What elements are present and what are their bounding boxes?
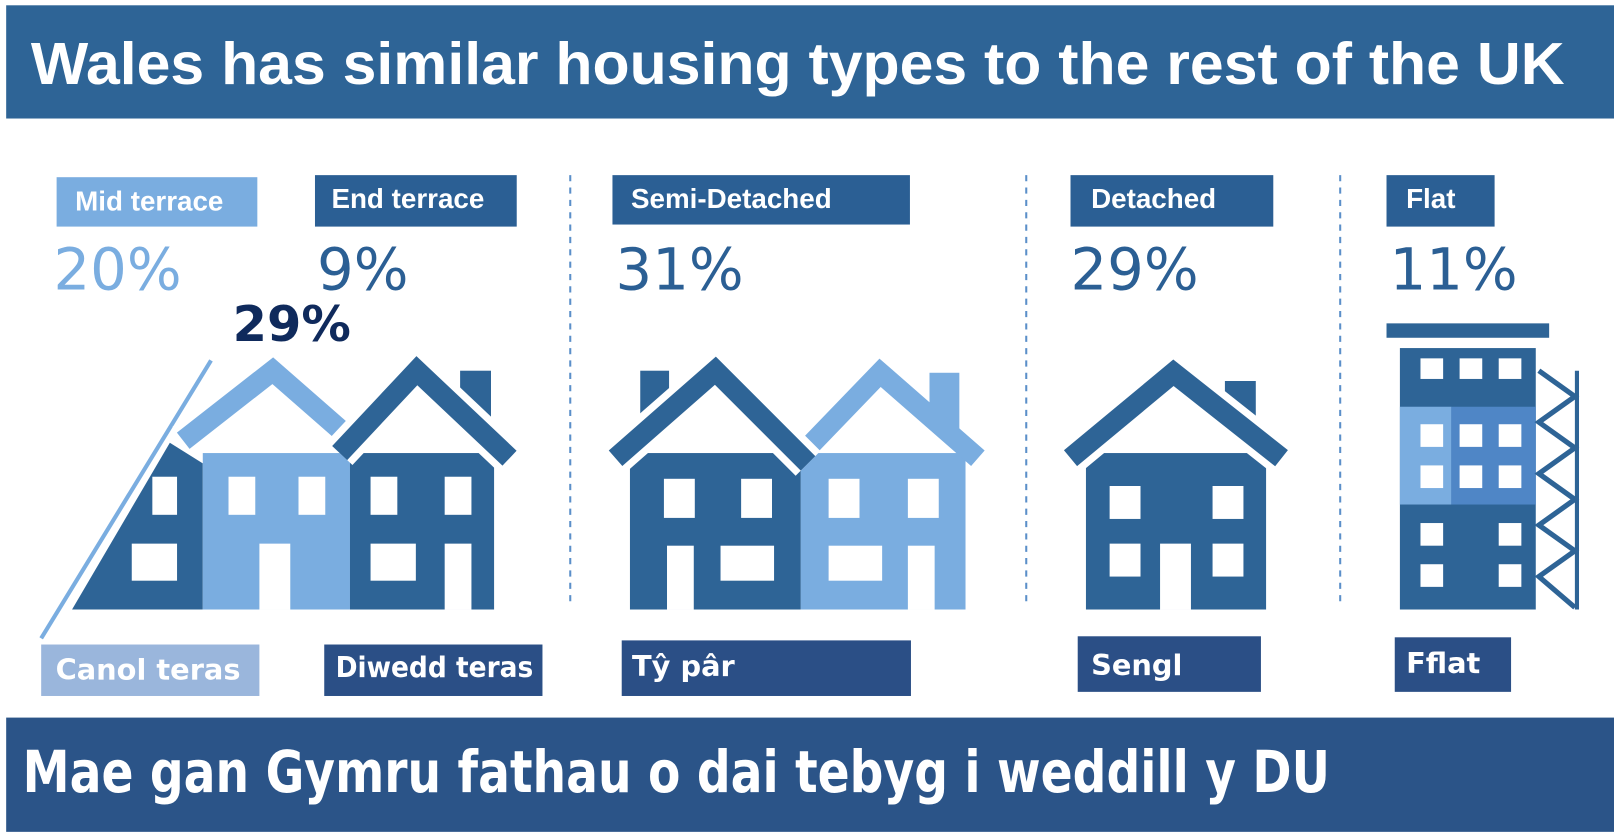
label-box (612, 175, 910, 225)
welsh-box (41, 644, 260, 696)
percent: 31% (616, 236, 744, 304)
welsh-label: Canol teras (56, 652, 241, 686)
terrace-icon (39, 345, 522, 640)
title-banner (6, 5, 1614, 119)
label-box (56, 177, 258, 227)
semi-detached-icon (604, 346, 985, 610)
label: Detached (1091, 183, 1216, 214)
dividers (569, 175, 1342, 603)
percent: 9% (317, 236, 408, 304)
flat-icon (1386, 323, 1580, 610)
percent: 20% (54, 236, 182, 304)
welsh-label: Tŷ pâr (632, 649, 736, 683)
label-box (1070, 175, 1274, 227)
welsh-box (324, 644, 543, 696)
label: Semi-Detached (631, 183, 832, 214)
percent: 11% (1390, 236, 1518, 304)
title: Wales has similar housing types to the r… (31, 30, 1565, 97)
label-box (314, 175, 517, 227)
welsh-box (621, 640, 911, 696)
welsh-label: Diwedd teras (336, 650, 534, 684)
welsh-label: Fflat (1406, 646, 1480, 680)
footer-banner (6, 717, 1614, 832)
welsh-label: Sengl (1091, 648, 1182, 682)
label: Flat (1406, 183, 1455, 214)
annotation: 29% (233, 295, 351, 353)
welsh-box (1394, 637, 1512, 692)
detached-icon (1059, 350, 1293, 610)
welsh-box (1077, 636, 1261, 692)
label: End terrace (331, 183, 484, 214)
percent: 29% (1071, 236, 1199, 304)
label: Mid terrace (75, 185, 223, 216)
footer-title: Mae gan Gymru fathau o dai tebyg i weddi… (23, 738, 1330, 806)
label-box (1386, 175, 1495, 227)
